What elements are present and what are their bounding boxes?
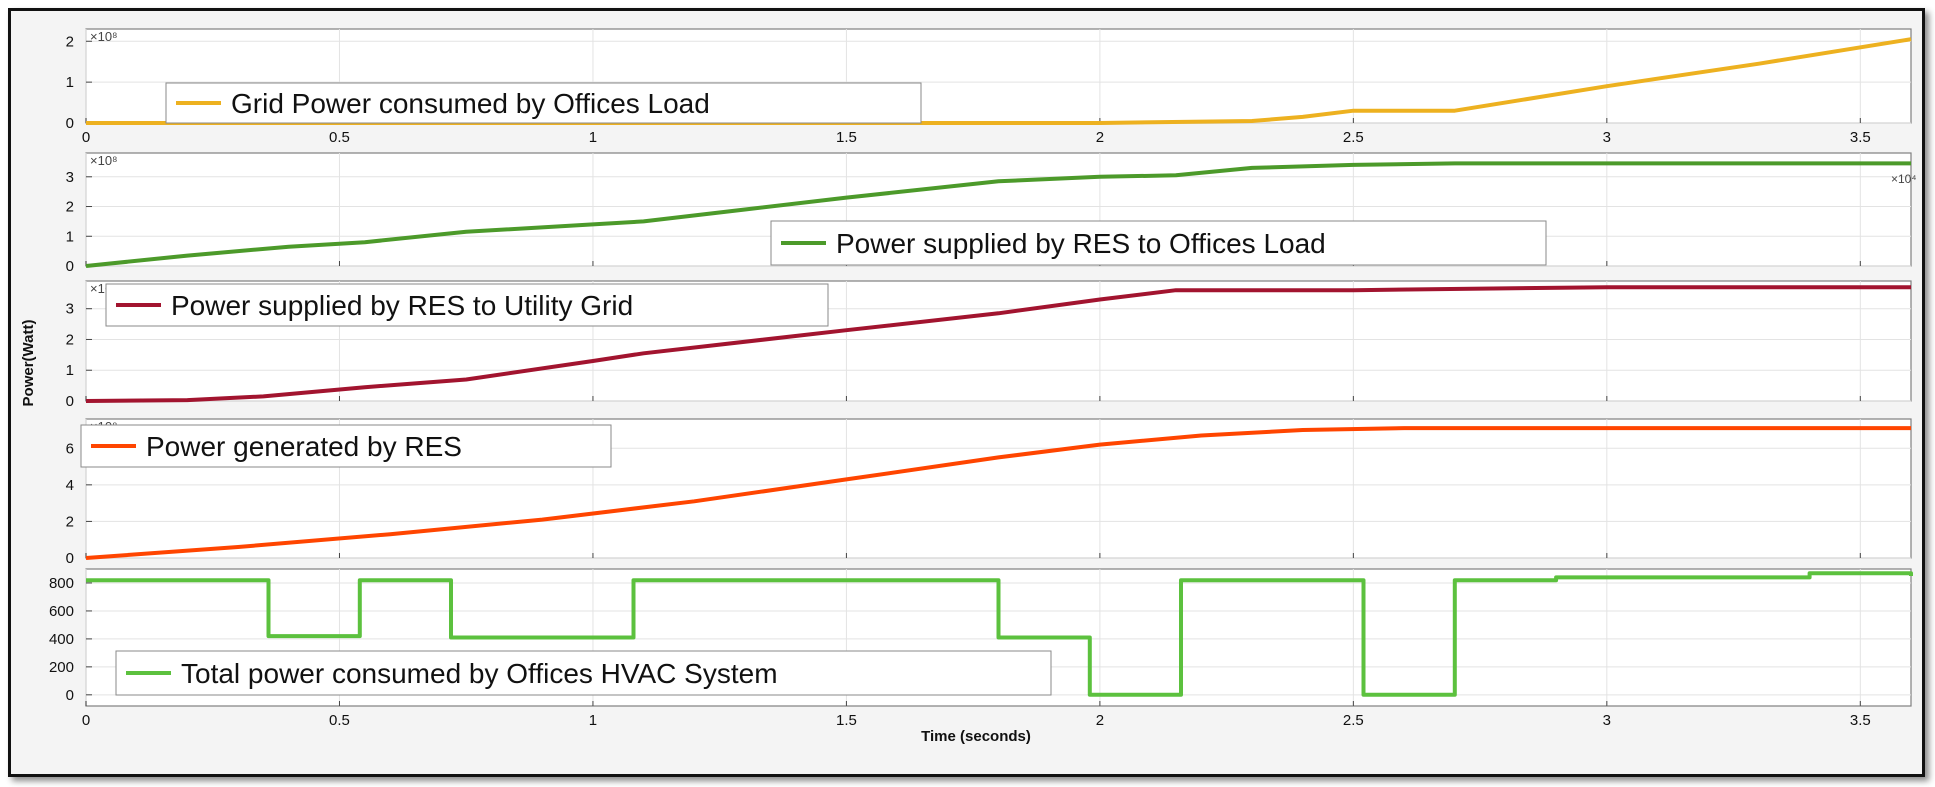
x-tick-label: 3 (1603, 712, 1611, 729)
legend-box (115, 650, 1052, 696)
x-tick-label: 0 (82, 712, 90, 729)
x-axis-exponent: ×10⁴ (1891, 172, 1917, 186)
x-tick-label: 0.5 (329, 712, 350, 729)
y-tick-label: 3 (66, 169, 74, 186)
y-tick-label: 4 (66, 477, 74, 494)
legend: Power generated by RES (80, 424, 612, 468)
series-line (85, 161, 1911, 268)
y-tick-label: 0 (66, 258, 74, 275)
x-tick-label: 0 (82, 129, 90, 146)
stacked-line-chart: 0 1 2 0 0.5 1 1.5 2 2.5 3 3.5 ×10⁸ Grid Power consum… (20, 28, 1917, 745)
y-tick-label: 6 (66, 440, 74, 457)
y-tick-label: 0 (66, 687, 74, 704)
legend: Power supplied by RES to Utility Grid (105, 283, 829, 327)
x-tick-label: 1 (589, 129, 597, 146)
legend-box (770, 220, 1547, 266)
y-tick-label: 2 (66, 513, 74, 530)
y-axis-exponent: ×10⁸ (90, 153, 118, 168)
legend: Total power consumed by Offices HVAC Sys… (115, 650, 1052, 696)
y-tick-label: 0 (66, 393, 74, 410)
series-line (86, 571, 1913, 697)
x-tick-label: 2 (1096, 712, 1104, 729)
panel-res-to-offices: 0 1 2 3 ×10⁸ Power supplied by RES to Offices… (66, 152, 1912, 275)
legend: Grid Power consumed by Offices Load (165, 82, 922, 124)
y-tick-label: 600 (49, 603, 74, 620)
x-tick-label: 1 (589, 712, 597, 729)
x-tick-label: 1.5 (836, 129, 857, 146)
y-tick-label: 2 (66, 33, 74, 50)
x-tick-label: 0.5 (329, 129, 350, 146)
legend: Power supplied by RES to Offices Load (770, 220, 1547, 266)
x-tick-label: 3.5 (1850, 129, 1871, 146)
y-tick-label: 2 (66, 331, 74, 348)
x-tick-label: 2.5 (1343, 712, 1364, 729)
x-tick-label: 2 (1096, 129, 1104, 146)
figure-frame: 0 1 2 0 0.5 1 1.5 2 2.5 3 3.5 ×10⁸ Grid Power consum… (8, 8, 1925, 777)
x-tick-label: 3.5 (1850, 712, 1871, 729)
x-axis-label: Time (seconds) (921, 728, 1031, 745)
series-line (85, 285, 1911, 403)
legend-box (165, 82, 922, 124)
y-axis-exponent: ×10⁸ (90, 29, 118, 44)
x-tick-label: 1.5 (836, 712, 857, 729)
legend-entry: Power supplied by RES to Utility Grid (171, 290, 633, 321)
panel-hvac-consumption: 0 200 400 600 800 0 0.5 1 1.5 2 2.5 3 3.5 Total power… (49, 568, 1913, 729)
y-axis-label: Power(Watt) (20, 320, 37, 407)
y-tick-label: 200 (49, 659, 74, 676)
legend-box (105, 283, 829, 327)
x-tick-label: 2.5 (1343, 129, 1364, 146)
legend-entry: Power generated by RES (146, 431, 462, 462)
y-tick-label: 800 (49, 575, 74, 592)
y-tick-label: 1 (66, 74, 74, 91)
legend-box (80, 424, 612, 468)
x-tick-label: 3 (1603, 129, 1611, 146)
legend-entry: Total power consumed by Offices HVAC Sys… (181, 658, 778, 689)
legend-entry: Power supplied by RES to Offices Load (836, 228, 1326, 259)
y-tick-label: 3 (66, 301, 74, 318)
y-tick-label: 1 (66, 362, 74, 379)
y-tick-label: 1 (66, 228, 74, 245)
y-tick-label: 2 (66, 199, 74, 216)
legend-entry: Grid Power consumed by Offices Load (231, 88, 710, 119)
series-line (85, 426, 1911, 560)
y-tick-label: 0 (66, 550, 74, 567)
y-tick-label: 400 (49, 631, 74, 648)
y-tick-label: 0 (66, 115, 74, 132)
panel-grid-power: 0 1 2 0 0.5 1 1.5 2 2.5 3 3.5 ×10⁸ Grid Power consum… (66, 28, 1912, 146)
